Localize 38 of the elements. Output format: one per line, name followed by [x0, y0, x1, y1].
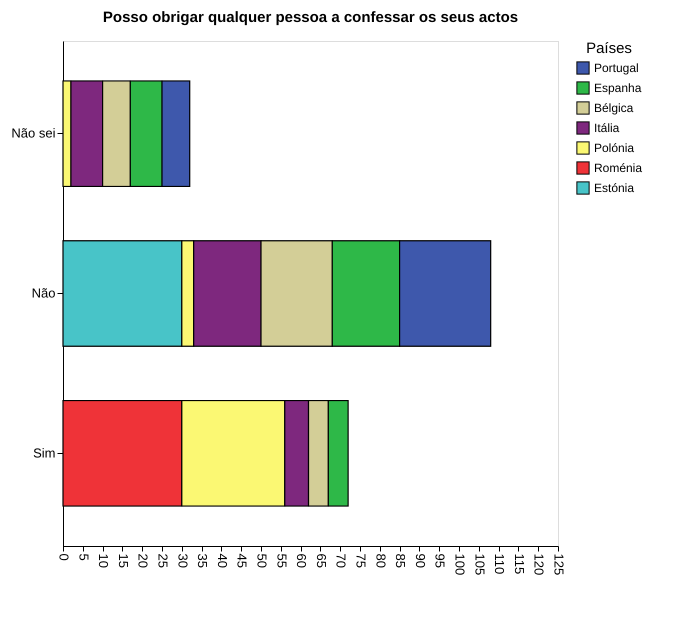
x-tick-label: 5 [76, 554, 92, 561]
x-tick-label: 70 [334, 554, 349, 568]
x-tick-label: 125 [552, 554, 566, 576]
legend-label: Bélgica [594, 101, 634, 115]
y-tick-label: Sim [33, 445, 56, 460]
y-tick-label: Não [32, 286, 56, 300]
x-tick-label: 75 [354, 554, 368, 568]
legend-title: Países [586, 40, 632, 57]
x-tick-label: 15 [116, 554, 131, 568]
legend-label: Roménia [594, 161, 642, 175]
x-tick-label: 0 [56, 554, 72, 561]
x-tick-label: 120 [532, 554, 547, 576]
x-tick-label: 65 [314, 554, 329, 568]
legend-label: Espanha [594, 81, 642, 95]
x-tick-label: 50 [254, 554, 270, 568]
legend-label: Portugal [594, 61, 639, 75]
x-tick-label: 105 [472, 554, 488, 576]
legend-label: Estónia [594, 181, 634, 195]
x-tick-label: 35 [195, 554, 210, 568]
x-tick-label: 85 [393, 554, 408, 568]
x-tick-label: 95 [432, 554, 448, 568]
x-tick-label: 55 [274, 554, 290, 568]
x-tick-label: 60 [294, 554, 310, 568]
x-tick-label: 30 [175, 554, 190, 568]
x-tick-label: 40 [214, 554, 230, 568]
y-tick-label: Não sei [11, 126, 56, 141]
x-tick-label: 10 [96, 554, 112, 568]
x-tick-label: 20 [136, 554, 151, 568]
x-tick-label: 45 [234, 554, 250, 568]
legend-label: Polónia [594, 141, 634, 155]
x-tick-label: 115 [512, 554, 527, 574]
x-tick-label: 100 [452, 554, 468, 576]
legend-label: Itália [594, 121, 620, 135]
x-tick-label: 110 [492, 554, 508, 574]
chart-title: Posso obrigar qualquer pessoa a confessar os seus actos [102, 9, 518, 26]
x-tick-label: 90 [412, 554, 428, 568]
x-tick-label: 80 [373, 554, 388, 568]
x-tick-label: 25 [156, 554, 170, 568]
